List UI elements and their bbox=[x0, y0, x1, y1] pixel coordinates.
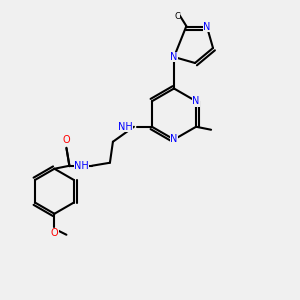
Text: O: O bbox=[51, 228, 58, 238]
Text: O: O bbox=[63, 135, 70, 145]
Text: N: N bbox=[203, 22, 211, 32]
Text: N: N bbox=[170, 52, 178, 62]
Text: N: N bbox=[170, 134, 178, 145]
Text: NH: NH bbox=[118, 122, 132, 132]
Text: C: C bbox=[174, 12, 180, 21]
Text: N: N bbox=[192, 96, 200, 106]
Text: NH: NH bbox=[74, 161, 89, 171]
